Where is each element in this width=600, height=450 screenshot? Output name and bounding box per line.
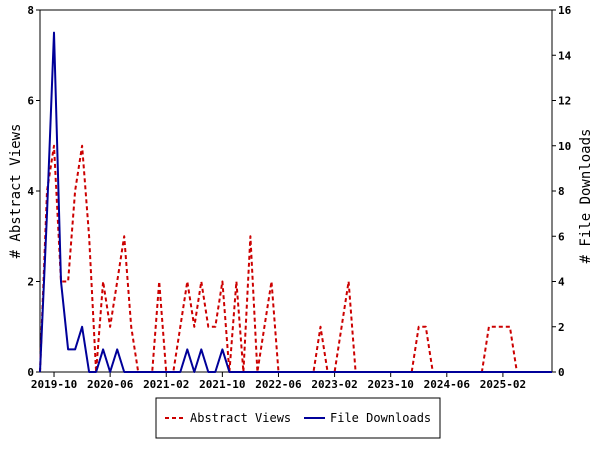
right-tick-label: 16	[558, 4, 572, 17]
x-tick-label: 2025-02	[480, 378, 526, 391]
left-tick-label: 2	[27, 276, 34, 289]
left-tick-label: 8	[27, 4, 34, 17]
right-tick-label: 0	[558, 366, 565, 379]
plot-area	[39, 9, 553, 373]
left-tick-label: 6	[27, 95, 34, 108]
right-tick-label: 8	[558, 185, 565, 198]
x-tick-label: 2019-10	[31, 378, 77, 391]
legend: Abstract Views File Downloads	[155, 397, 441, 439]
right-tick-label: 2	[558, 321, 565, 334]
right-tick-label: 4	[558, 276, 565, 289]
x-tick-label: 2023-10	[368, 378, 414, 391]
x-tick-label: 2023-02	[311, 378, 357, 391]
left-tick-label: 4	[27, 185, 34, 198]
x-axis: 2019-10 2020-06 2021-02 2021-10 2022-06 2023-…	[31, 372, 526, 391]
x-tick-label: 2020-06	[87, 378, 134, 391]
series-line-file-downloads	[39, 31, 552, 373]
legend-label-file-downloads: File Downloads	[330, 411, 431, 425]
right-y-axis: 0 2 4 6 8 10 12 14 16	[552, 4, 572, 379]
x-tick-label: 2024-06	[424, 378, 471, 391]
left-axis-title: # Abstract Views	[8, 124, 24, 259]
x-tick-label: 2021-02	[143, 378, 189, 391]
legend-box	[155, 397, 441, 439]
x-tick-label: 2021-10	[199, 378, 245, 391]
right-tick-label: 12	[558, 95, 571, 108]
series-layer	[39, 31, 552, 373]
legend-label-abstract-views: Abstract Views	[190, 411, 291, 425]
right-tick-label: 10	[558, 140, 571, 153]
right-tick-label: 14	[558, 49, 572, 62]
left-tick-label: 0	[27, 366, 34, 379]
right-tick-label: 6	[558, 230, 565, 243]
x-tick-label: 2022-06	[255, 378, 302, 391]
right-axis-title: # File Downloads	[578, 129, 594, 264]
left-y-axis: 0 2 4 6 8	[27, 4, 40, 379]
